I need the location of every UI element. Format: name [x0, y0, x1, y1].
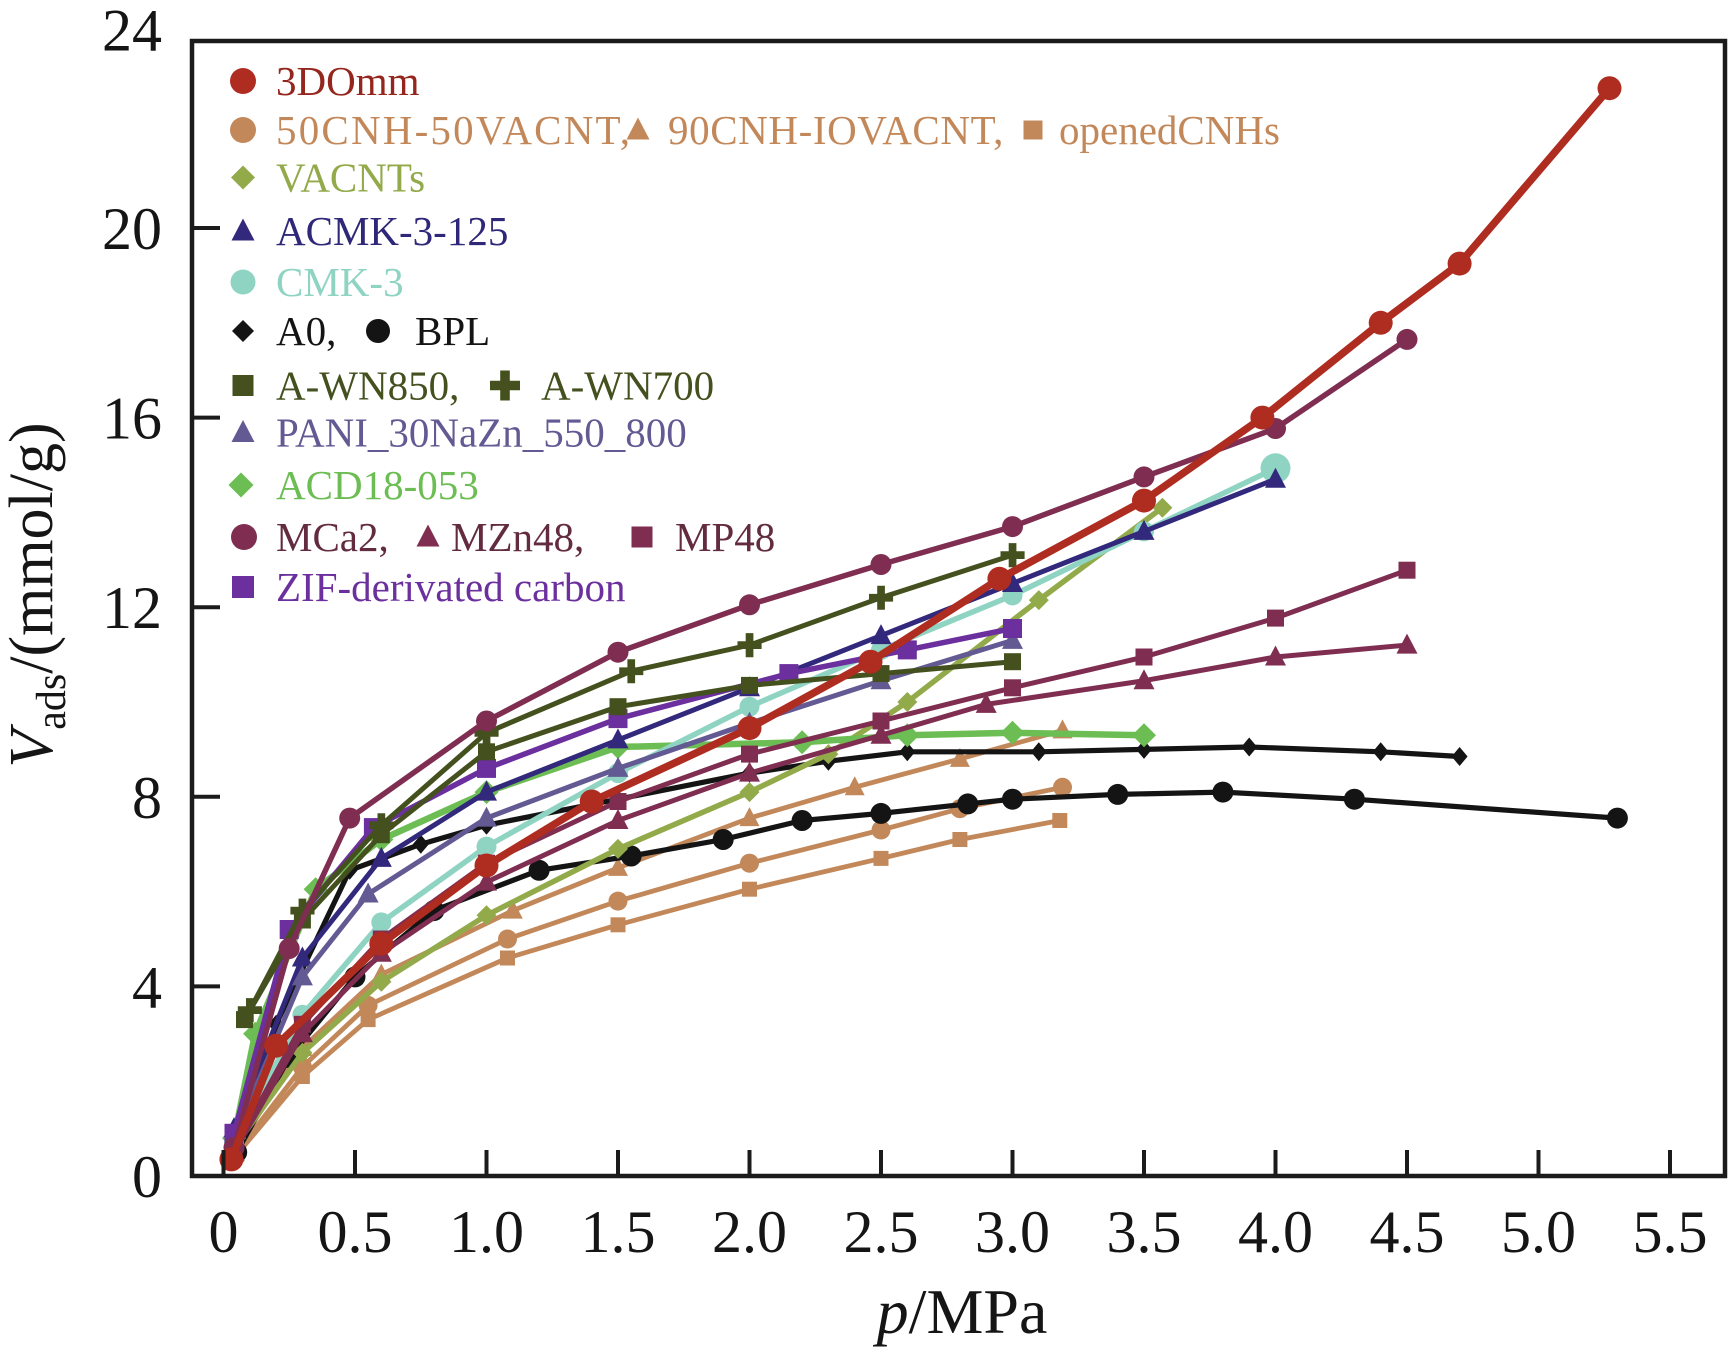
svg-text:VACNTs: VACNTs [276, 155, 425, 201]
svg-text:20: 20 [102, 196, 162, 262]
svg-text:8: 8 [132, 765, 162, 831]
svg-text:2.5: 2.5 [844, 1199, 919, 1265]
svg-text:PANI_30NaZn_550_800: PANI_30NaZn_550_800 [276, 410, 687, 456]
svg-text:90CNH-IOVACNT,: 90CNH-IOVACNT, [668, 107, 1004, 153]
svg-text:1.5: 1.5 [581, 1199, 656, 1265]
svg-text:A0,: A0, [276, 308, 336, 354]
svg-text:3.0: 3.0 [975, 1199, 1050, 1265]
svg-text:3.5: 3.5 [1107, 1199, 1182, 1265]
svg-text:BPL: BPL [415, 308, 490, 354]
svg-text:12: 12 [102, 575, 162, 641]
svg-text:ACMK-3-125: ACMK-3-125 [276, 208, 508, 254]
svg-text:A-WN700: A-WN700 [541, 363, 714, 409]
svg-text:Vads/(mmol/g): Vads/(mmol/g) [0, 422, 75, 767]
svg-text:CMK-3: CMK-3 [276, 259, 404, 305]
svg-text:MCa2,: MCa2, [276, 514, 389, 560]
svg-text:24: 24 [102, 0, 162, 63]
svg-text:0.5: 0.5 [318, 1199, 393, 1265]
svg-text:ZIF-derivated carbon: ZIF-derivated carbon [276, 564, 625, 610]
svg-text:MZn48,: MZn48, [451, 514, 584, 560]
svg-text:4: 4 [132, 954, 162, 1020]
svg-text:A-WN850,: A-WN850, [276, 363, 459, 409]
svg-text:16: 16 [102, 386, 162, 452]
svg-text:0: 0 [132, 1144, 162, 1210]
svg-text:ACD18-053: ACD18-053 [276, 462, 479, 508]
svg-text:1.0: 1.0 [449, 1199, 524, 1265]
svg-text:50CNH-50VACNT,: 50CNH-50VACNT, [276, 107, 632, 153]
svg-text:0: 0 [209, 1199, 239, 1265]
svg-text:5.0: 5.0 [1501, 1199, 1576, 1265]
svg-text:p/MPa: p/MPa [873, 1276, 1048, 1347]
svg-text:4.0: 4.0 [1238, 1199, 1313, 1265]
svg-text:openedCNHs: openedCNHs [1059, 107, 1280, 153]
svg-text:5.5: 5.5 [1633, 1199, 1708, 1265]
svg-text:4.5: 4.5 [1370, 1199, 1445, 1265]
svg-text:3DOmm: 3DOmm [276, 58, 420, 104]
svg-text:2.0: 2.0 [712, 1199, 787, 1265]
svg-text:MP48: MP48 [675, 514, 775, 560]
